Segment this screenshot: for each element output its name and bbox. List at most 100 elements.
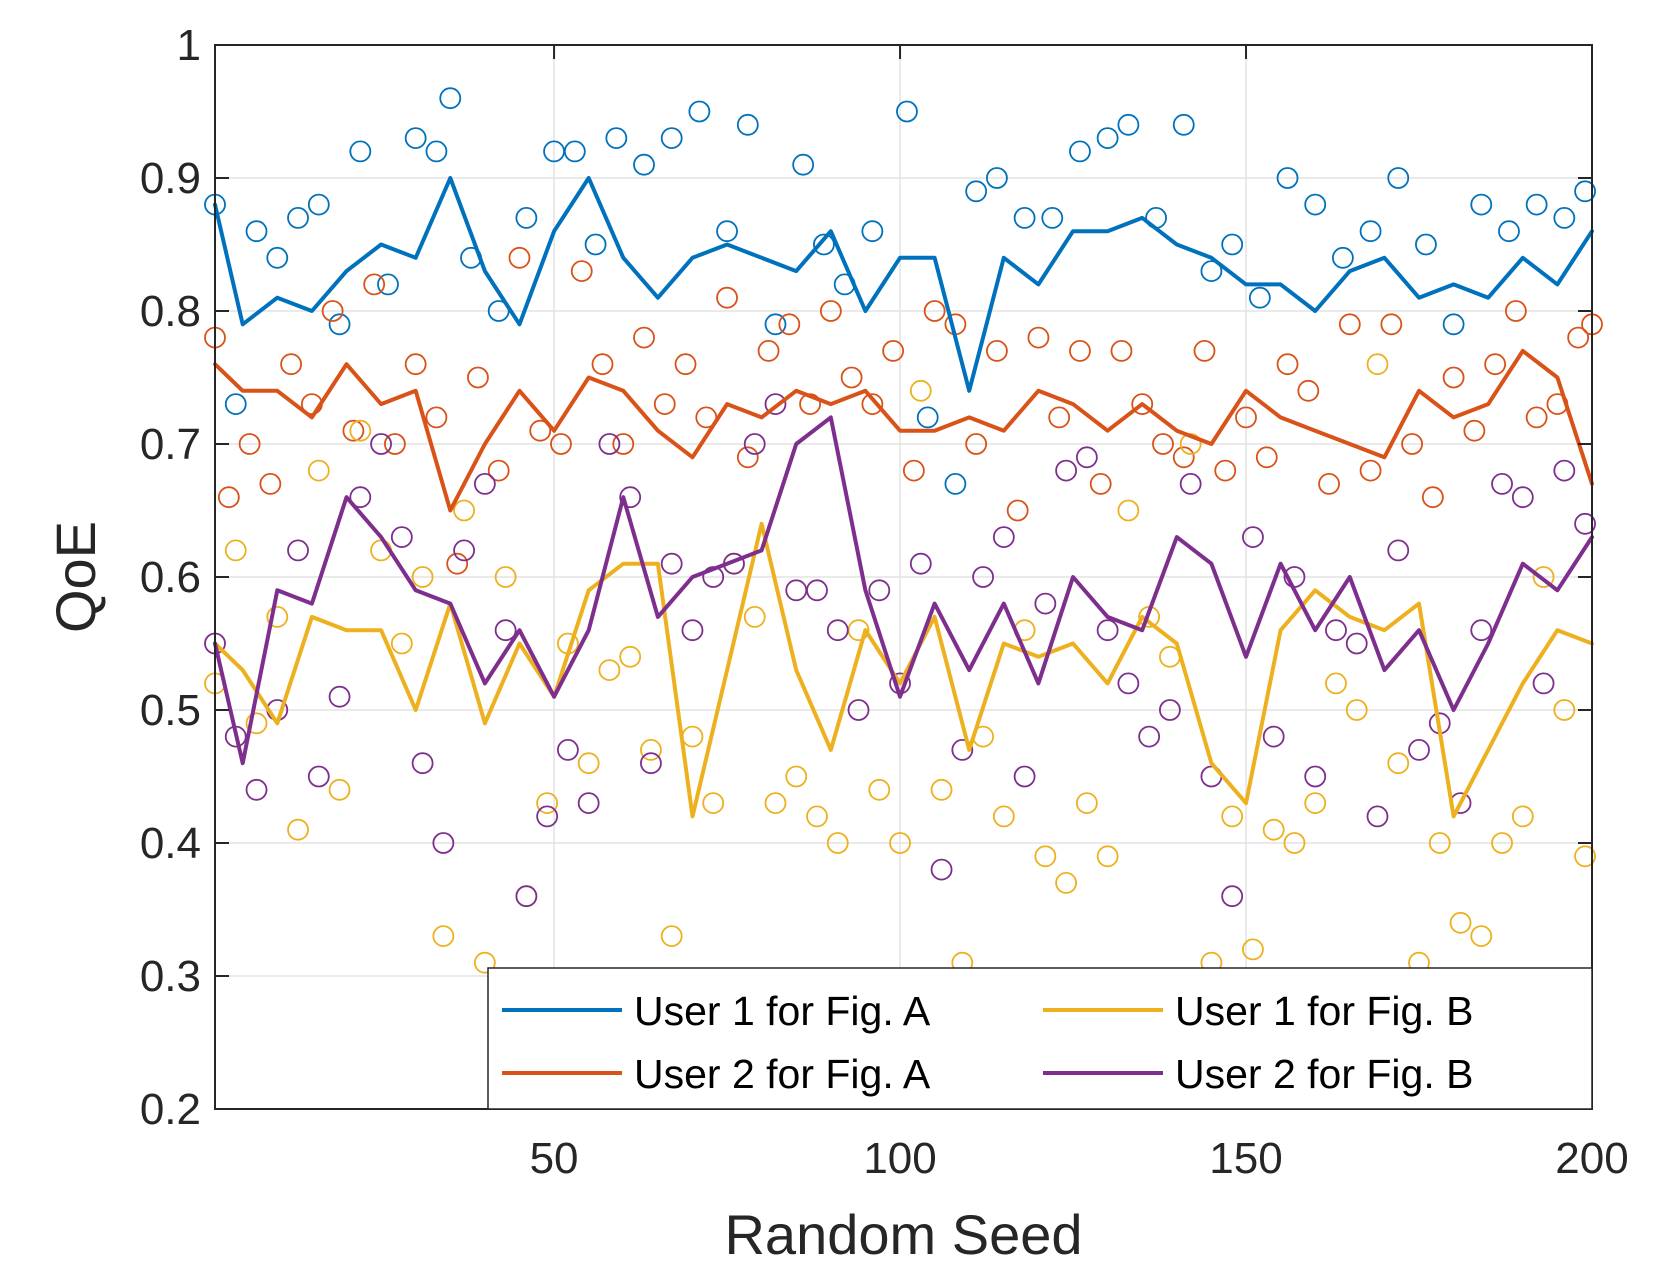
data-point-marker [370,433,392,455]
data-point-marker [494,619,517,642]
data-point-marker [1442,366,1465,389]
data-point-marker [1463,419,1486,442]
data-point-marker [965,433,988,455]
data-point-marker [1318,472,1340,495]
data-point-marker [349,140,372,163]
legend: User 1 for Fig. A User 1 for Fig. B User 2… [487,967,1593,1110]
data-point-marker [660,925,683,947]
data-point-marker [1013,206,1036,229]
data-point-marker [1276,167,1299,189]
data-point-marker [1152,433,1174,455]
data-point-marker [909,552,932,575]
data-point-marker [660,552,683,575]
data-point-marker [425,406,448,429]
data-point-marker [674,353,697,376]
data-point-marker [640,752,662,775]
data-point-marker [1041,206,1064,229]
data-point-marker [1089,472,1112,495]
data-point-marker [570,260,593,283]
data-point-marker [778,313,801,336]
series-line [213,348,1594,513]
data-point-marker [1345,699,1368,721]
data-point-marker [944,472,967,495]
data-point-marker [467,366,489,389]
y-tick-label: 0.3 [140,952,201,1001]
data-point-marker [840,366,863,389]
data-point-marker [619,486,642,509]
data-point-marker [563,140,586,163]
data-point-marker [1214,459,1237,482]
data-point-marker [287,206,309,229]
data-point-marker [1110,339,1133,362]
data-point-marker [487,459,510,482]
data-point-marker [1055,872,1078,894]
data-point-marker [328,313,351,336]
data-point-marker [1574,512,1596,535]
data-point-marker [473,472,496,495]
y-tick-label: 0.6 [140,553,201,602]
data-point-marker [1504,300,1527,322]
data-point-marker [813,233,835,256]
data-point-marker [1262,818,1285,841]
data-point-marker [633,153,655,176]
data-point-marker [1069,339,1091,362]
data-point-marker [688,100,711,123]
data-point-marker [439,87,462,110]
x-axis-title: Random Seed [724,1203,1082,1266]
data-point-marker [847,699,870,721]
data-point-marker [1511,805,1534,828]
data-point-marker [1248,286,1271,309]
data-point-marker [1325,672,1347,695]
data-point-marker [425,140,448,163]
legend-label: User 1 for Fig. B [1175,988,1473,1034]
data-point-marker [446,552,469,575]
data-point-marker [536,805,559,828]
data-point-marker [965,180,988,203]
data-point-marker [1401,433,1423,455]
data-point-marker [1442,313,1465,336]
data-point-marker [342,419,365,442]
data-point-marker [826,619,849,642]
data-point-marker [1380,313,1403,336]
data-point-marker [1304,193,1327,216]
data-point-marker [224,393,247,416]
y-tick-label: 0.9 [140,154,201,203]
data-point-marker [1242,938,1264,961]
data-point-marker [819,300,842,322]
data-point-marker [882,339,905,362]
data-point-marker [453,499,476,522]
data-point-marker [896,100,918,123]
data-point-marker [536,792,559,814]
data-point-marker [1511,486,1534,509]
data-point-marker [909,379,932,402]
data-point-marker [1221,233,1244,256]
data-point-marker [681,619,704,642]
data-point-marker [1255,446,1278,469]
data-point-marker [951,739,974,761]
data-point-marker [757,339,780,362]
y-tick-label: 0.7 [140,420,201,469]
data-point-marker [307,765,330,788]
y-tick-label: 0.4 [140,819,201,868]
x-tick-label: 200 [1555,1134,1628,1183]
data-point-marker [653,393,676,416]
data-point-marker [1048,406,1071,429]
data-point-marker [1304,792,1327,814]
data-point-marker [992,526,1015,548]
series-line [213,415,1594,766]
data-point-marker [902,459,925,482]
data-point-marker [1387,539,1410,562]
data-point-marker [1408,739,1430,761]
data-point-marker [287,818,309,841]
data-point-marker [321,300,344,322]
data-point-marker [1242,526,1264,548]
data-point-marker [868,579,891,602]
data-point-marker [1075,792,1098,814]
data-point-marker [411,752,434,775]
data-point-marker [1221,805,1244,828]
data-point-marker [1159,699,1181,721]
data-point-marker [1193,339,1216,362]
series-line [213,521,1594,819]
data-point-marker [702,792,725,814]
